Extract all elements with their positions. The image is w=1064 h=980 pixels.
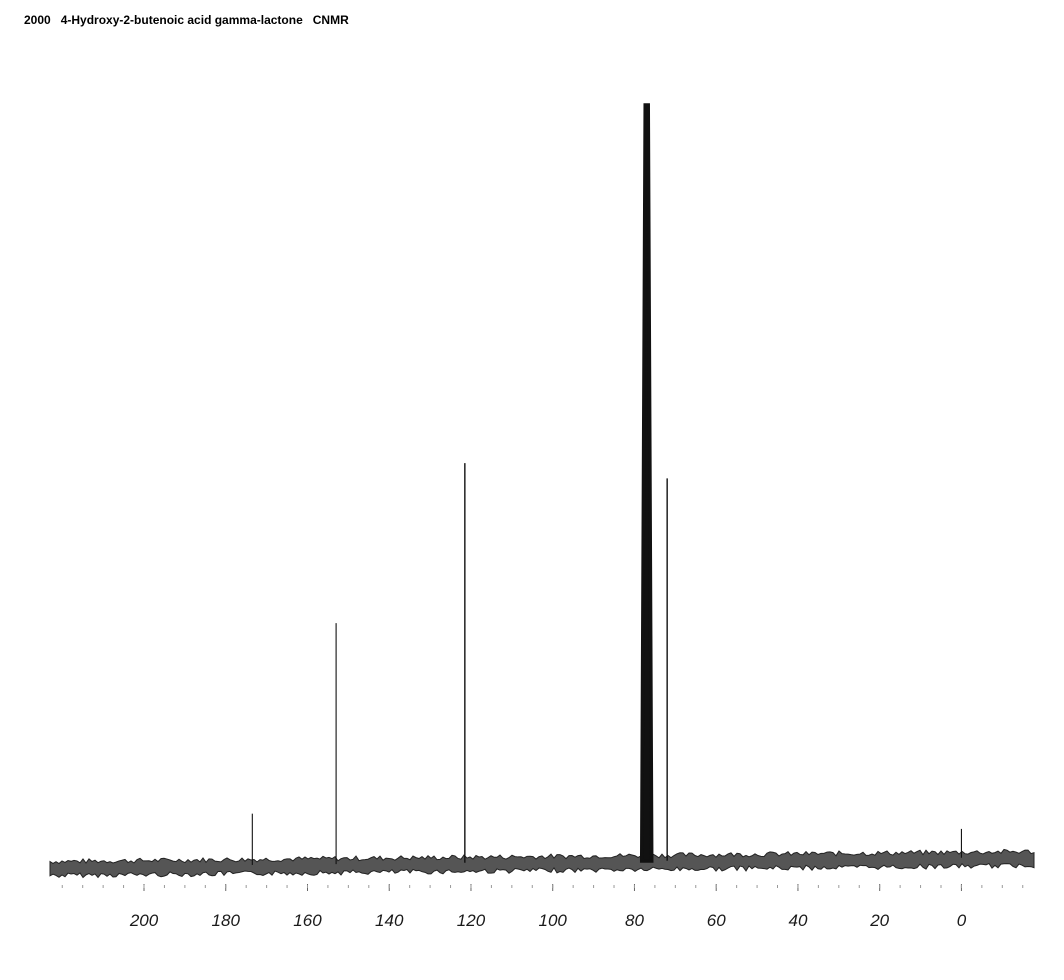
baseline-band	[49, 848, 1035, 879]
x-tick-label-9: 20	[869, 911, 889, 930]
chart-title: 2000 4-Hydroxy-2-butenoic acid gamma-lac…	[24, 13, 349, 27]
x-tick-label-10: 0	[957, 911, 967, 930]
x-tick-label-4: 120	[457, 911, 486, 930]
x-tick-label-1: 180	[212, 911, 241, 930]
x-tick-label-0: 200	[129, 911, 159, 930]
peak-3	[639, 103, 654, 863]
x-tick-label-3: 140	[375, 911, 404, 930]
peak-group	[251, 103, 962, 865]
baseline-noise	[49, 848, 1035, 879]
x-tick-label-6: 80	[625, 911, 644, 930]
x-tick-label-8: 40	[788, 911, 807, 930]
x-tick-label-5: 100	[539, 911, 568, 930]
x-axis: 200 180 160 140 120 100 80 60 40 20 0	[61, 884, 1024, 930]
x-tick-label-2: 160	[293, 911, 322, 930]
x-tick-label-7: 60	[707, 911, 726, 930]
